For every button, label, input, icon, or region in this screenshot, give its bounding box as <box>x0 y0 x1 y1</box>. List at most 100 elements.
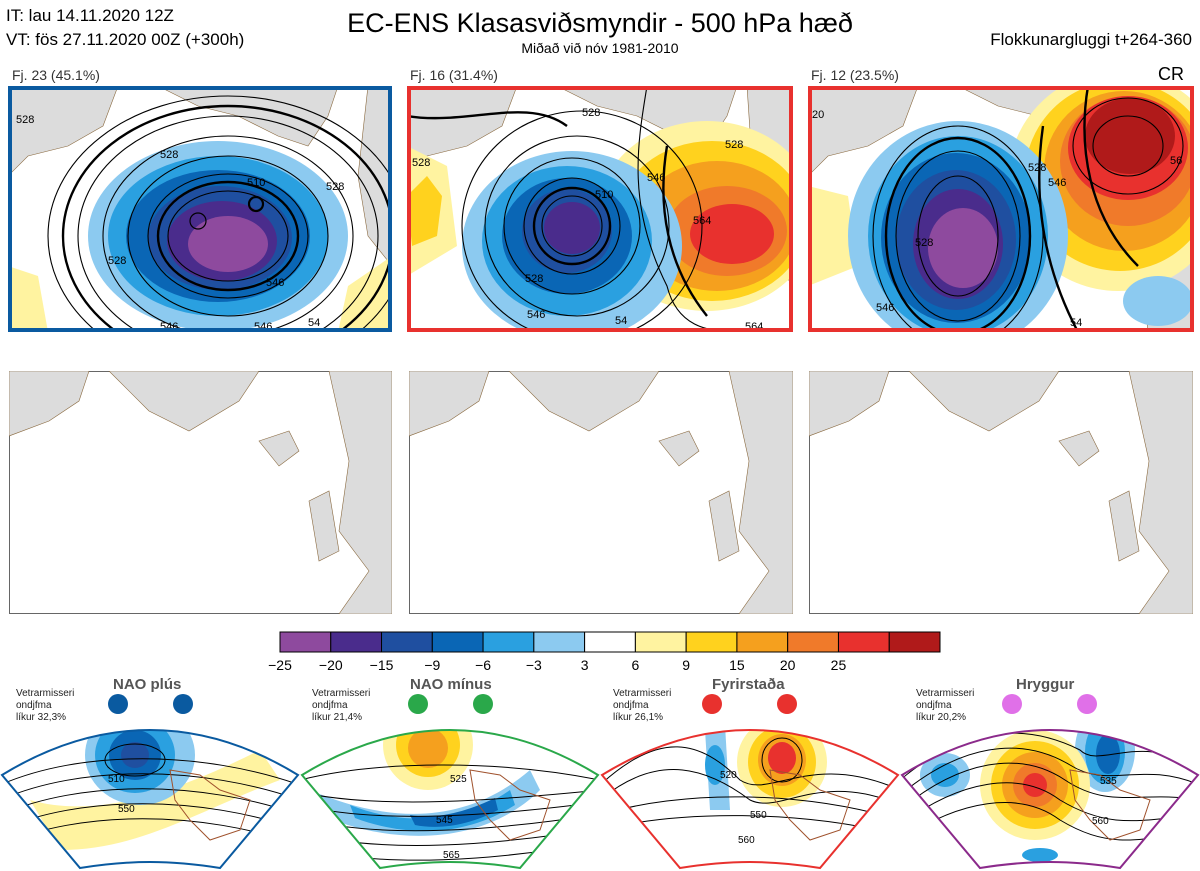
regime-dot <box>108 694 128 714</box>
regime-stats-ridge: Vetrarmisseri ondjfma líkur 20,2% <box>916 688 975 723</box>
contour-label: 528 <box>582 107 600 119</box>
regime-dot <box>473 694 493 714</box>
contour-label: 528 <box>326 181 344 193</box>
colorbar-tick-label: 20 <box>780 657 796 673</box>
contour-label: 550 <box>118 804 135 815</box>
contour-label: 565 <box>443 850 460 861</box>
contour-label: 510 <box>247 177 265 189</box>
run-info: IT: lau 14.11.2020 12Z VT: fös 27.11.202… <box>6 4 244 52</box>
cluster-border <box>8 86 392 332</box>
regime-dot <box>1002 694 1022 714</box>
cluster-border <box>407 86 793 332</box>
contour-label: 56 <box>1170 155 1182 167</box>
cluster-map-2: 528 528 510 546 564 528 546 564 54 528 <box>407 86 793 332</box>
contour-label: 528 <box>108 255 126 267</box>
colorbar-swatch <box>787 631 839 653</box>
regime-border <box>300 729 600 870</box>
colorbar-tick-label: 9 <box>682 657 690 673</box>
cluster-label-3: Fj. 12 (23.5%) <box>811 67 899 83</box>
contour-label: 54 <box>308 317 320 329</box>
cluster-extra-label: CR <box>1158 64 1184 84</box>
regime-dot <box>1077 694 1097 714</box>
colorbar-tick-label: 3 <box>581 657 589 673</box>
land-britain <box>308 490 340 562</box>
contour-label: 546 <box>266 277 284 289</box>
regime-dot <box>777 694 797 714</box>
contour-label: 528 <box>525 273 543 285</box>
anomaly-colorbar: −25 −20 −15 −9 −6 −3 3 6 9 15 20 25 <box>268 631 941 673</box>
anomaly-positive <box>8 266 48 332</box>
regime-map-blocking: 520 550 560 <box>600 694 900 870</box>
colorbar-swatch <box>736 631 789 653</box>
regime-border <box>900 729 1200 870</box>
colorbar-swatch <box>482 631 535 653</box>
regime-map-ridge: 505 535 560 <box>900 694 1200 870</box>
regime-name-blocking: Fyrirstaða <box>712 676 785 693</box>
contour-label: 20 <box>812 109 824 121</box>
colorbar-swatch <box>381 631 433 653</box>
regime-stats-blocking: Vetrarmisseri ondjfma líkur 26,1% <box>613 688 672 723</box>
contour-label: 528 <box>915 237 933 249</box>
colorbar-tick-label: 6 <box>631 657 639 673</box>
colorbar-swatch <box>634 631 687 653</box>
colorbar-swatch <box>584 631 636 653</box>
contour-label: 546 <box>527 309 545 321</box>
colorbar-swatch <box>279 631 332 653</box>
contour-label: 520 <box>720 770 737 781</box>
cluster-map-3: 528 546 56 528 546 54 20 <box>808 86 1194 332</box>
colorbar-swatch <box>533 631 586 653</box>
regime-name-ridge: Hryggur <box>1016 676 1075 693</box>
regime-stats-nao-minus: Vetrarmisseri ondjfma líkur 21,4% <box>312 688 371 723</box>
contour-label: 550 <box>750 810 767 821</box>
initial-time: IT: lau 14.11.2020 12Z <box>6 6 174 25</box>
contour-label: 54 <box>615 315 627 327</box>
land-greenland <box>8 86 119 177</box>
base-map-2 <box>409 371 793 614</box>
land-iceland <box>258 430 300 467</box>
contour-label: 510 <box>108 774 125 785</box>
contour-label: 546 <box>254 321 272 332</box>
cluster-label-1: Fj. 23 (45.1%) <box>12 67 100 83</box>
height-contours <box>47 95 392 332</box>
classification-window: Flokkunargluggi t+264-360 <box>990 30 1192 49</box>
contour-label: 546 <box>647 172 665 184</box>
regime-name-nao-plus: NAO plús <box>113 676 182 693</box>
page-title: EC-ENS Klasasviðsmyndir - 500 hPa hæð <box>347 8 853 38</box>
regime-dot <box>173 694 193 714</box>
contour-label: 528 <box>412 157 430 169</box>
regime-map-nao-plus: 510 550 <box>0 694 300 870</box>
coastline <box>169 769 251 841</box>
contour-label: 525 <box>450 774 467 785</box>
valid-time: VT: fös 27.11.2020 00Z (+300h) <box>6 30 245 49</box>
colorbar-tick-label: 25 <box>831 657 847 673</box>
regime-border <box>0 729 300 870</box>
colorbar-tick-label: 15 <box>729 657 745 673</box>
colorbar-swatch <box>431 631 484 653</box>
contour-label: 546 <box>160 321 178 332</box>
colorbar-tick-label: −15 <box>370 657 394 673</box>
contour-label: 535 <box>1100 776 1117 787</box>
page-subtitle: Miðað við nóv 1981-2010 <box>521 40 679 56</box>
colorbar-swatch <box>837 631 890 653</box>
cluster-map-1: 528 528 510 528 546 546 528 546 54 <box>8 86 392 332</box>
contour-label: 564 <box>693 215 711 227</box>
colorbar-swatch <box>685 631 738 653</box>
land-greenland <box>9 371 90 437</box>
contour-label: 564 <box>745 321 763 332</box>
regime-dot <box>408 694 428 714</box>
regime-name-nao-minus: NAO mínus <box>410 676 492 693</box>
colorbar-tick-label: −9 <box>424 657 440 673</box>
regime-border <box>600 729 900 870</box>
contour-label: 560 <box>738 835 755 846</box>
low-center <box>247 195 265 213</box>
colorbar-tick-label: −25 <box>268 657 292 673</box>
colorbar-swatch <box>888 631 941 653</box>
contour-label: 510 <box>595 189 613 201</box>
land-europe <box>328 371 392 614</box>
contour-label: 545 <box>436 815 453 826</box>
colorbar-tick-label: −3 <box>526 657 542 673</box>
base-map-3 <box>809 371 1193 614</box>
contour-label: 528 <box>1028 162 1046 174</box>
cluster-label-2: Fj. 16 (31.4%) <box>410 67 498 83</box>
contour-label: 560 <box>1092 816 1109 827</box>
